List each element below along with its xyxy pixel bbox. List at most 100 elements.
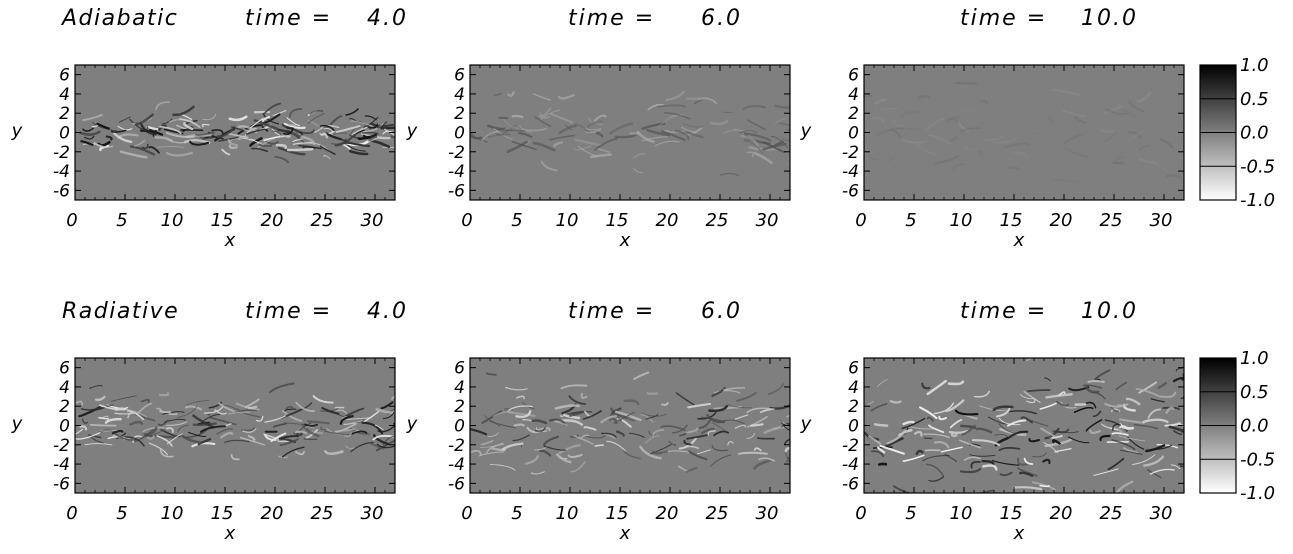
- field-streak: [959, 127, 982, 132]
- field-streak: [271, 130, 282, 137]
- field-streak: [600, 414, 618, 424]
- field-streak: [727, 403, 752, 409]
- field-streak: [685, 427, 699, 434]
- field-streak: [284, 408, 297, 412]
- field-streak: [168, 413, 178, 415]
- field-streak: [345, 445, 355, 450]
- field-streak: [753, 151, 773, 165]
- field-streak: [762, 141, 786, 154]
- field-streaks: [470, 371, 790, 475]
- y-tick-label: 4: [848, 85, 859, 105]
- field-streak: [928, 476, 945, 482]
- x-tick-label: 10: [161, 503, 184, 524]
- field-streak: [753, 459, 771, 470]
- field-streak: [511, 114, 524, 119]
- field-streak: [955, 81, 978, 85]
- colorbar-adiabatic: 1.0 0.5 0.0 -0.5 -1.0: [1199, 55, 1275, 211]
- field-streak: [118, 116, 131, 123]
- field-streak: [1039, 484, 1050, 488]
- field-streak: [180, 434, 202, 444]
- field-streak: [1055, 400, 1070, 407]
- field-streak: [355, 418, 364, 424]
- field-streak: [493, 93, 502, 96]
- field-streak: [1119, 418, 1145, 424]
- field-streak: [314, 127, 324, 133]
- field-streak: [1103, 104, 1123, 115]
- field-streak: [780, 423, 790, 428]
- field-streak: [75, 432, 101, 440]
- panel-title-time-value: 10.0: [1081, 6, 1138, 31]
- x-tick-label: 0: [855, 210, 866, 231]
- field-streak: [1142, 418, 1169, 424]
- field-streak: [1118, 435, 1146, 442]
- field-streak: [157, 419, 169, 426]
- field-streak: [375, 424, 384, 431]
- field-streak: [104, 417, 122, 424]
- field-streak: [186, 399, 210, 406]
- field-streak: [1007, 430, 1029, 439]
- field-streak: [582, 410, 602, 420]
- field-streak: [1026, 398, 1036, 404]
- field-streak: [335, 125, 361, 134]
- field-streak: [393, 439, 395, 441]
- x-tick-label: 5: [905, 210, 916, 231]
- field-streak: [864, 94, 873, 98]
- y-tick-label: 2: [848, 104, 859, 124]
- field-streak: [195, 131, 215, 136]
- field-streak: [636, 130, 655, 143]
- field-streak: [648, 443, 672, 455]
- field-streak: [295, 450, 305, 456]
- field-streak: [567, 453, 583, 458]
- field-streak: [884, 437, 904, 449]
- field-streak: [1017, 467, 1038, 477]
- field-streak: [915, 449, 924, 456]
- y-tick-label: -2: [53, 436, 70, 456]
- field-streak: [192, 422, 217, 426]
- field-streak: [979, 99, 989, 105]
- field-streak: [738, 129, 758, 134]
- field-streak: [249, 137, 263, 147]
- field-streak: [367, 122, 376, 128]
- field-streak: [263, 113, 281, 124]
- field-streak: [256, 415, 264, 422]
- field-streak: [393, 430, 395, 434]
- y-tick-label: -4: [448, 162, 465, 182]
- field-streak: [504, 386, 528, 391]
- x-tick-label: 20: [656, 503, 679, 524]
- panel-title-time-label: time =: [960, 299, 1047, 324]
- field-streak: [1165, 406, 1175, 414]
- x-axis-label: x: [619, 523, 631, 544]
- field-streak: [594, 444, 604, 447]
- field-streak: [539, 112, 550, 119]
- field-streak: [671, 424, 688, 434]
- field-streak: [116, 432, 126, 440]
- y-axis-label: y: [406, 121, 418, 142]
- field-streak: [382, 435, 395, 446]
- field-streak: [594, 137, 618, 151]
- field-streak: [1073, 116, 1088, 124]
- field-streak: [136, 402, 152, 415]
- field-streak: [970, 460, 981, 469]
- field-streak: [1177, 428, 1184, 434]
- field-streak: [156, 435, 173, 447]
- y-tick-label: 4: [454, 85, 465, 105]
- field-streak: [1173, 430, 1183, 436]
- field-streak: [1111, 439, 1136, 451]
- field-streak: [917, 94, 931, 100]
- field-streak: [1179, 465, 1184, 468]
- field-streak: [950, 431, 958, 438]
- field-streak: [1052, 439, 1061, 445]
- field-streak: [79, 425, 88, 431]
- field-streak: [282, 128, 294, 135]
- field-streak: [155, 101, 170, 111]
- field-streak: [722, 111, 733, 114]
- field-streak: [1100, 128, 1115, 133]
- field-streak: [275, 143, 288, 150]
- y-tick-label: 0: [59, 124, 70, 144]
- field-streak: [616, 430, 625, 437]
- field-streak: [162, 411, 185, 415]
- field-streak: [93, 141, 114, 148]
- field-streak: [906, 128, 924, 132]
- field-streak: [746, 407, 775, 414]
